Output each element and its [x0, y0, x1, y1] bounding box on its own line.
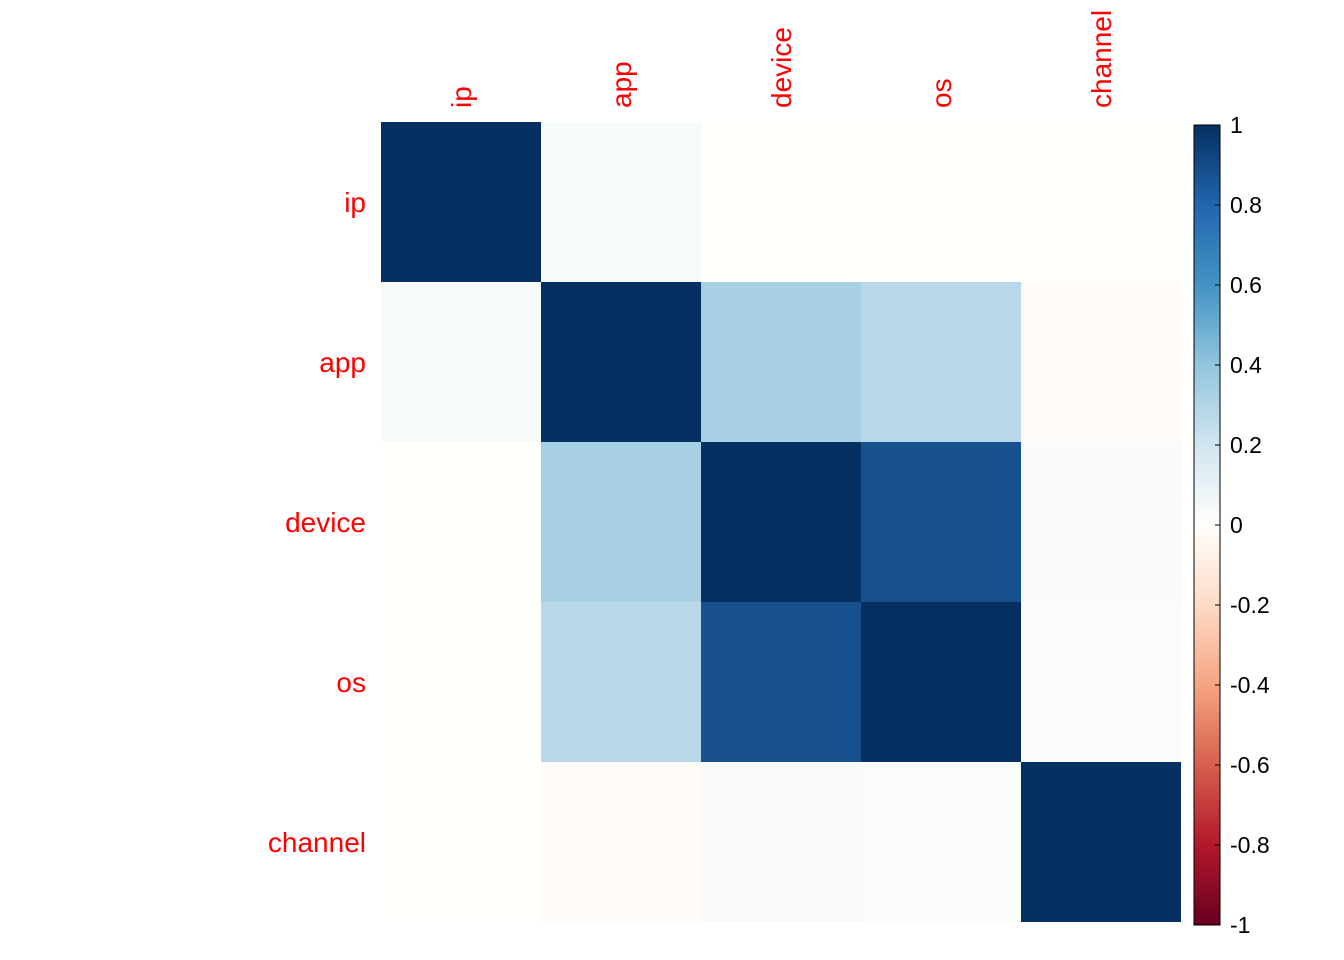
heatmap-cell-os-channel — [1021, 602, 1181, 762]
heatmap-cell-app-os — [861, 282, 1021, 442]
heatmap-cell-os-app — [541, 602, 701, 762]
row-label-app: app — [319, 347, 366, 378]
row-label-channel: channel — [268, 827, 366, 858]
heatmap-cell-app-device — [701, 282, 861, 442]
colorbar-tick-label: -0.4 — [1230, 672, 1270, 698]
heatmap-cell-device-device — [701, 442, 861, 602]
heatmap-cell-ip-os — [861, 122, 1021, 282]
colorbar-tick-label: 1 — [1230, 112, 1243, 138]
colorbar-tick-label: 0.4 — [1230, 352, 1262, 378]
heatmap-cell-ip-ip — [381, 122, 541, 282]
colorbar: 1 0.8 0.6 0.4 0.2 0 -0.2 -0.4 -0.6 -0.8 -1 — [1193, 112, 1270, 938]
column-label-ip: ip — [446, 86, 477, 108]
heatmap-cell-device-os — [861, 442, 1021, 602]
colorbar-tick-label: 0.6 — [1230, 272, 1262, 298]
column-label-channel: channel — [1086, 10, 1117, 108]
heatmap-cell-os-ip — [381, 602, 541, 762]
column-label-device: device — [766, 27, 797, 108]
row-label-ip: ip — [344, 187, 366, 218]
colorbar-tick-label: -1 — [1230, 912, 1250, 938]
heatmap-cell-app-app — [541, 282, 701, 442]
heatmap-cell-ip-channel — [1021, 122, 1181, 282]
row-label-device: device — [285, 507, 366, 538]
heatmap-cell-device-app — [541, 442, 701, 602]
heatmap-cell-app-channel — [1021, 282, 1181, 442]
heatmap-cell-ip-device — [701, 122, 861, 282]
heatmap-cell-channel-device — [701, 762, 861, 922]
heatmap-cell-app-ip — [381, 282, 541, 442]
heatmap-cell-device-ip — [381, 442, 541, 602]
heatmap-cell-channel-ip — [381, 762, 541, 922]
heatmap-cell-device-channel — [1021, 442, 1181, 602]
colorbar-tick-label: -0.8 — [1230, 832, 1270, 858]
column-label-os: os — [926, 78, 957, 108]
colorbar-tick-label: 0 — [1230, 512, 1243, 538]
row-labels: ip app device os channel — [268, 187, 366, 858]
row-label-os: os — [336, 667, 366, 698]
heatmap-cells — [381, 122, 1181, 922]
column-labels: ip app device os channel — [446, 10, 1117, 108]
heatmap-cell-ip-app — [541, 122, 701, 282]
heatmap-cell-channel-os — [861, 762, 1021, 922]
colorbar-tick-label: 0.2 — [1230, 432, 1262, 458]
colorbar-tick-label: 0.8 — [1230, 192, 1262, 218]
heatmap-cell-channel-app — [541, 762, 701, 922]
heatmap-cell-os-device — [701, 602, 861, 762]
heatmap-cell-channel-channel — [1021, 762, 1181, 922]
colorbar-tick-label: -0.2 — [1230, 592, 1270, 618]
colorbar-tick-label: -0.6 — [1230, 752, 1270, 778]
heatmap-cell-os-os — [861, 602, 1021, 762]
column-label-app: app — [606, 61, 637, 108]
